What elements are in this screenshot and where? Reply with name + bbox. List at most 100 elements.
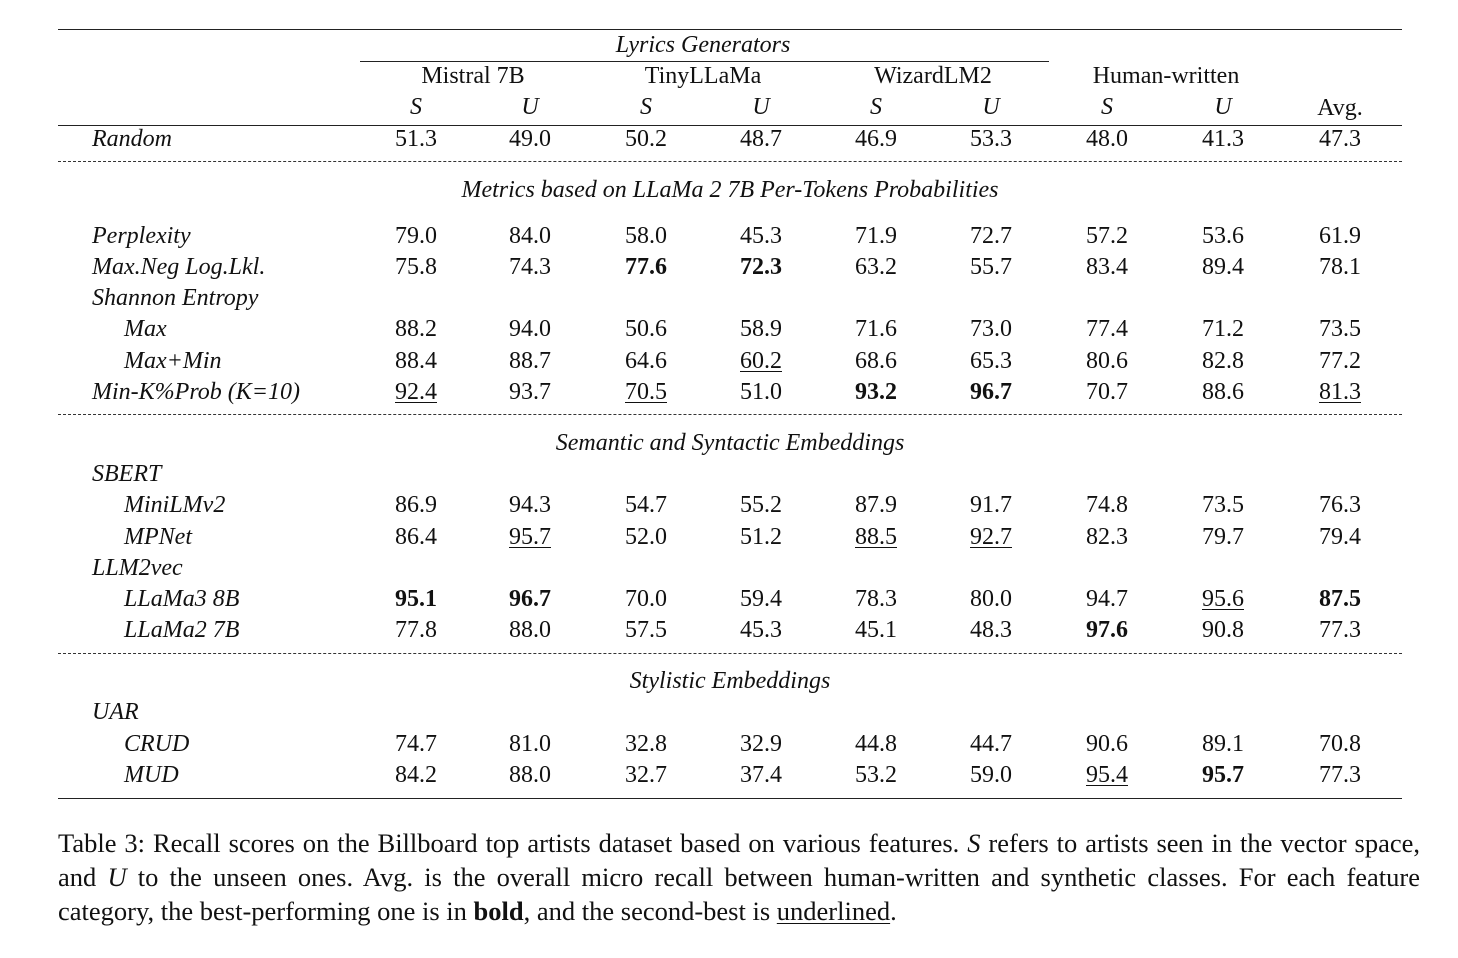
row-s0-0-value-2: 58.0 (625, 223, 667, 249)
header-sub-1: U (521, 94, 539, 120)
row-s2-1-value-0: 74.7 (395, 731, 437, 757)
row-s1-5-value-3: 45.3 (740, 617, 782, 643)
row-s2-1-value-7: 89.1 (1202, 731, 1244, 757)
header-model-1: TinyLLaMa (644, 63, 762, 89)
header-avg: Avg. (1317, 95, 1363, 121)
row-random-value-1: 49.0 (509, 126, 551, 152)
row-s2-2-value-6: 95.4 (1086, 762, 1128, 788)
row-s0-0-label: Perplexity (92, 223, 191, 249)
caption-u: U (107, 862, 127, 892)
row-s1-2-value-5: 92.7 (970, 524, 1012, 550)
row-s0-4-value-7: 82.8 (1202, 348, 1244, 374)
row-s1-4-value-4: 78.3 (855, 586, 897, 612)
row-s0-3-value-1: 94.0 (509, 316, 551, 342)
row-s2-2-value-0: 84.2 (395, 762, 437, 788)
section-title-2: Stylistic Embeddings (629, 668, 831, 694)
row-random-value-0: 51.3 (395, 126, 437, 152)
header-sub-6: S (1101, 94, 1113, 120)
table-sheet: Lyrics Generators Mistral 7B TinyLLaMa Wiza… (58, 0, 1420, 958)
row-s1-2-value-7: 79.7 (1202, 524, 1244, 550)
row-s2-2-value-4: 53.2 (855, 762, 897, 788)
row-s1-2-value-4: 88.5 (855, 524, 897, 550)
row-s0-5-value-1: 93.7 (509, 379, 551, 405)
row-s1-4-value-2: 70.0 (625, 586, 667, 612)
row-s1-1-value-2: 54.7 (625, 492, 667, 518)
row-random-value-4: 46.9 (855, 126, 897, 152)
row-random-value-7: 41.3 (1202, 126, 1244, 152)
row-s1-5-label: LLaMa2 7B (124, 617, 240, 643)
row-s1-2-value-1: 95.7 (509, 524, 551, 550)
row-s1-5-value-5: 48.3 (970, 617, 1012, 643)
row-s0-4-value-1: 88.7 (509, 348, 551, 374)
row-s2-1-value-2: 32.8 (625, 731, 667, 757)
row-s0-4-value-5: 65.3 (970, 348, 1012, 374)
row-s1-2-value-3: 51.2 (740, 524, 782, 550)
row-s2-0-label: UAR (92, 699, 139, 725)
row-s1-4-label: LLaMa3 8B (124, 586, 240, 612)
caption-text-2: refers to artists seen in the vector spa… (58, 828, 1421, 892)
row-s1-1-value-3: 55.2 (740, 492, 782, 518)
row-s0-3-value-6: 77.4 (1086, 316, 1128, 342)
row-s0-3-value-3: 58.9 (740, 316, 782, 342)
row-s1-2-value-0: 86.4 (395, 524, 437, 550)
row-s1-4-value-3: 59.4 (740, 586, 782, 612)
row-s1-5-value-6: 97.6 (1086, 617, 1128, 643)
row-s1-5-value-1: 88.0 (509, 617, 551, 643)
row-random-value-6: 48.0 (1086, 126, 1128, 152)
header-rule (58, 125, 1402, 126)
row-s1-3-label: LLM2vec (92, 555, 183, 581)
row-s0-3-value-8: 73.5 (1319, 316, 1361, 342)
row-s0-0-value-5: 72.7 (970, 223, 1012, 249)
header-sub-7: U (1214, 94, 1232, 120)
caption-text-5: . (890, 896, 897, 926)
header-human-written: Human-written (1092, 63, 1240, 89)
row-s1-1-value-0: 86.9 (395, 492, 437, 518)
row-s0-3-value-5: 73.0 (970, 316, 1012, 342)
row-random-value-2: 50.2 (625, 126, 667, 152)
row-s2-1-value-1: 81.0 (509, 731, 551, 757)
row-s0-3-value-0: 88.2 (395, 316, 437, 342)
row-s0-0-value-6: 57.2 (1086, 223, 1128, 249)
row-s0-0-value-0: 79.0 (395, 223, 437, 249)
row-s0-0-value-4: 71.9 (855, 223, 897, 249)
row-s1-4-value-0: 95.1 (395, 586, 437, 612)
row-random-value-5: 53.3 (970, 126, 1012, 152)
row-random-value-3: 48.7 (740, 126, 782, 152)
row-s0-5-label: Min-K%Prob (K=10) (92, 379, 300, 405)
row-s2-2-value-7: 95.7 (1202, 762, 1244, 788)
row-s0-4-value-3: 60.2 (740, 348, 782, 374)
header-model-2: WizardLM2 (874, 63, 992, 89)
row-s0-1-label: Max.Neg Log.Lkl. (92, 254, 266, 280)
row-s1-4-value-1: 96.7 (509, 586, 551, 612)
row-s1-1-value-4: 87.9 (855, 492, 897, 518)
row-s1-5-value-4: 45.1 (855, 617, 897, 643)
section-title-1: Semantic and Syntactic Embeddings (555, 430, 905, 456)
section-title-0: Metrics based on LLaMa 2 7B Per-Tokens P… (461, 177, 999, 203)
row-s2-1-label: CRUD (124, 731, 190, 757)
row-s0-5-value-8: 81.3 (1319, 379, 1361, 405)
row-s1-4-value-8: 87.5 (1319, 586, 1361, 612)
row-s0-4-value-2: 64.6 (625, 348, 667, 374)
bottom-rule (58, 798, 1402, 799)
table-caption: Table 3: Recall scores on the Billboard … (58, 826, 1420, 928)
row-s1-2-label: MPNet (124, 524, 192, 550)
header-sub-2: S (640, 94, 652, 120)
section-divider-0 (58, 161, 1402, 162)
row-s0-1-value-5: 55.7 (970, 254, 1012, 280)
row-s1-2-value-2: 52.0 (625, 524, 667, 550)
row-s0-5-value-0: 92.4 (395, 379, 437, 405)
row-s0-1-value-1: 74.3 (509, 254, 551, 280)
row-s1-1-value-7: 73.5 (1202, 492, 1244, 518)
row-s0-4-value-4: 68.6 (855, 348, 897, 374)
row-s2-2-value-3: 37.4 (740, 762, 782, 788)
row-s0-3-value-7: 71.2 (1202, 316, 1244, 342)
caption-text-3: to the unseen ones. Avg. is the overall … (58, 862, 1420, 926)
row-s0-5-value-4: 93.2 (855, 379, 897, 405)
row-s1-1-value-6: 74.8 (1086, 492, 1128, 518)
header-sub-0: S (410, 94, 422, 120)
row-s2-1-value-4: 44.8 (855, 731, 897, 757)
row-s2-1-value-3: 32.9 (740, 731, 782, 757)
header-group-rule (360, 61, 1049, 62)
row-s0-3-label: Max (124, 316, 167, 342)
row-s0-3-value-4: 71.6 (855, 316, 897, 342)
